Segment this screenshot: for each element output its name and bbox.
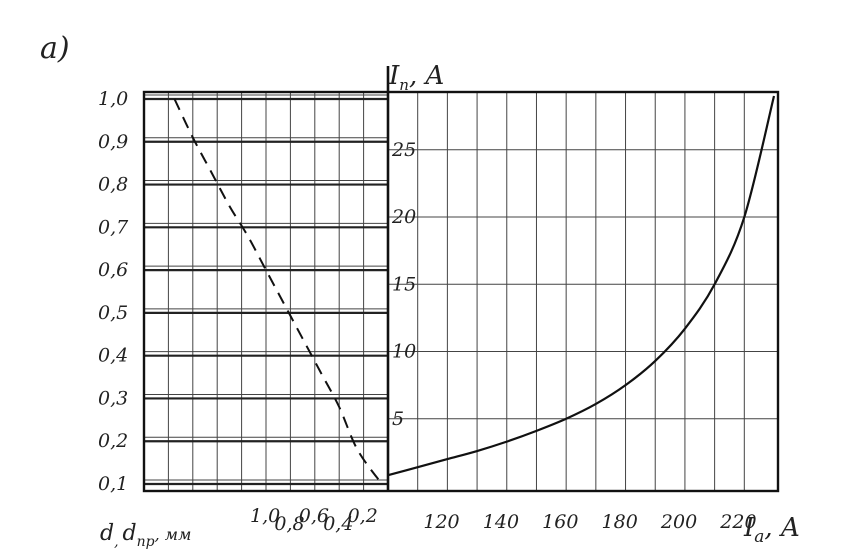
x-tick-label-left: 0,4 <box>323 513 353 535</box>
y-tick-label-right: 5 <box>392 408 404 430</box>
y-tick-label-left: 0,6 <box>98 259 128 281</box>
x-tick-label-right: 140 <box>483 511 519 533</box>
y-tick-label-left: 0,8 <box>98 174 128 196</box>
label-layer: 120 140 160 180 200 2205101520251,00,80,60,40… <box>98 88 757 535</box>
series-current-curve <box>387 95 776 477</box>
y-tick-label-left: 0,2 <box>98 430 128 452</box>
y-tick-label-left: 0,4 <box>98 345 128 367</box>
series-diameter-curve <box>173 98 383 485</box>
x-tick-label-left: 0,2 <box>348 505 378 527</box>
frame-layer <box>142 66 780 493</box>
x-tick-label-right: 200 <box>660 511 697 533</box>
y-tick-label-left: 0,7 <box>98 216 129 238</box>
x-axis-label-left: d, dпр, мм <box>100 521 191 550</box>
x-tick-label-left: 0,8 <box>274 513 304 535</box>
y-tick-label-right: 20 <box>391 206 416 228</box>
y-tick-label-right: 25 <box>391 139 416 161</box>
plot-frame <box>142 90 780 493</box>
x-tick-label-right: 160 <box>542 511 578 533</box>
x-tick-label-right: 180 <box>602 511 638 533</box>
y-tick-label-left: 1,0 <box>98 88 128 110</box>
y-tick-label-left: 0,3 <box>98 387 128 409</box>
y-axis-label-right: Iп, A <box>388 61 444 94</box>
x-tick-label-right: 220 <box>719 511 756 533</box>
y-tick-label-left: 0,1 <box>98 473 128 495</box>
y-tick-label-left: 0,5 <box>98 302 128 324</box>
panel-label: a) <box>40 31 70 66</box>
x-tick-label-left: 0,6 <box>299 505 329 527</box>
x-axis-label-right: Ia, A <box>743 513 800 547</box>
x-tick-label-left: 1,0 <box>250 505 280 527</box>
y-tick-label-left: 0,9 <box>98 131 128 153</box>
y-tick-label-right: 15 <box>392 273 416 295</box>
x-tick-label-right: 120 <box>423 511 459 533</box>
grid-layer <box>144 92 778 491</box>
y-tick-label-right: 10 <box>392 341 416 363</box>
curve-layer <box>173 95 776 485</box>
